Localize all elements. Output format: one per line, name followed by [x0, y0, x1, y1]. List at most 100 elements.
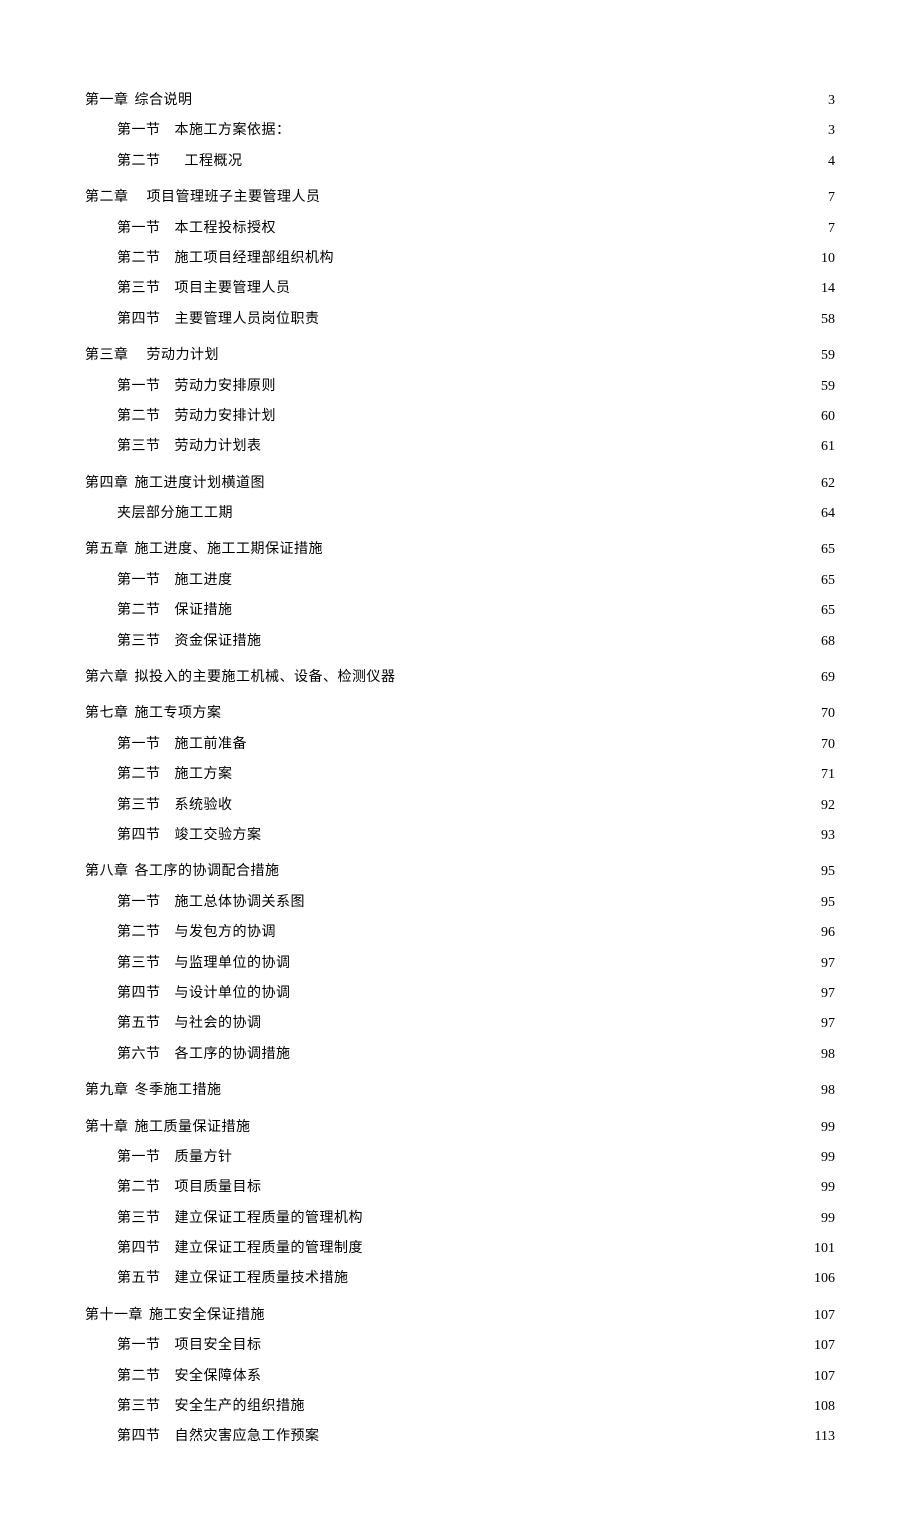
chapter-label: 第七章施工专项方案 — [85, 703, 222, 725]
toc-section-row[interactable]: 第一节本施工方案依据：3 — [85, 120, 835, 142]
toc-section-row[interactable]: 夹层部分施工工期64 — [85, 503, 835, 525]
toc-chapter-row[interactable]: 第五章施工进度、施工工期保证措施65 — [85, 539, 835, 561]
chapter-page: 95 — [821, 861, 835, 883]
toc-section-row[interactable]: 第三节劳动力计划表61 — [85, 436, 835, 458]
toc-chapter-row[interactable]: 第四章施工进度计划横道图 62 — [85, 473, 835, 495]
section-number: 第三节 — [117, 281, 161, 296]
chapter-label: 第十章施工质量保证措施 — [85, 1117, 251, 1139]
chapter-label: 第九章冬季施工措施 — [85, 1080, 222, 1102]
chapter-page: 98 — [821, 1080, 835, 1102]
toc-section-row[interactable]: 第四节与设计单位的协调97 — [85, 983, 835, 1005]
toc-section-row[interactable]: 第二节施工项目经理部组织机构10 — [85, 248, 835, 270]
section-page: 59 — [821, 376, 835, 398]
section-label: 第一节施工前准备 — [117, 734, 247, 756]
toc-section-row[interactable]: 第四节建立保证工程质量的管理制度101 — [85, 1238, 835, 1260]
section-page: 71 — [821, 764, 835, 786]
section-title: 与社会的协调 — [175, 1016, 262, 1031]
chapter-page: 3 — [828, 90, 835, 112]
toc-section-row[interactable]: 第四节自然灾害应急工作预案113 — [85, 1426, 835, 1448]
toc-section-row[interactable]: 第四节竣工交验方案93 — [85, 825, 835, 847]
toc-section-row[interactable]: 第二节施工方案 71 — [85, 764, 835, 786]
section-label: 第二节施工方案 — [117, 764, 233, 786]
section-title: 安全保障体系 — [175, 1369, 262, 1384]
chapter-title: 各工序的协调配合措施 — [135, 864, 280, 879]
toc-section-row[interactable]: 第一节项目安全目标107 — [85, 1335, 835, 1357]
section-label: 第三节与监理单位的协调 — [117, 953, 291, 975]
toc-chapter-group: 第六章拟投入的主要施工机械、设备、检测仪器69 — [85, 667, 835, 689]
section-page: 10 — [821, 248, 835, 270]
section-page: 58 — [821, 309, 835, 331]
toc-section-row[interactable]: 第二节保证措施65 — [85, 600, 835, 622]
toc-section-row[interactable]: 第三节与监理单位的协调97 — [85, 953, 835, 975]
toc-chapter-row[interactable]: 第三章劳动力计划59 — [85, 345, 835, 367]
toc-chapter-row[interactable]: 第十一章施工安全保证措施107 — [85, 1305, 835, 1327]
toc-chapter-row[interactable]: 第一章综合说明3 — [85, 90, 835, 112]
toc-chapter-row[interactable]: 第六章拟投入的主要施工机械、设备、检测仪器69 — [85, 667, 835, 689]
chapter-label: 第十一章施工安全保证措施 — [85, 1305, 265, 1327]
toc-section-row[interactable]: 第一节施工前准备 70 — [85, 734, 835, 756]
chapter-title: 劳动力计划 — [147, 348, 220, 363]
section-number: 第一节 — [117, 379, 161, 394]
toc-section-row[interactable]: 第三节安全生产的组织措施 108 — [85, 1396, 835, 1418]
section-title: 施工前准备 — [175, 737, 248, 752]
section-title: 项目主要管理人员 — [175, 281, 291, 296]
section-label: 第四节主要管理人员岗位职责 — [117, 309, 320, 331]
section-number: 第二节 — [117, 251, 161, 266]
section-label: 第一节施工进度 — [117, 570, 233, 592]
toc-section-row[interactable]: 第三节系统验收92 — [85, 795, 835, 817]
toc-section-row[interactable]: 第三节项目主要管理人员14 — [85, 278, 835, 300]
toc-chapter-row[interactable]: 第十章施工质量保证措施99 — [85, 1117, 835, 1139]
toc-chapter-row[interactable]: 第七章施工专项方案70 — [85, 703, 835, 725]
section-page: 107 — [814, 1366, 835, 1388]
section-title: 建立保证工程质量技术措施 — [175, 1271, 349, 1286]
toc-section-row[interactable]: 第三节建立保证工程质量的管理机构99 — [85, 1208, 835, 1230]
section-label: 第一节质量方针 — [117, 1147, 233, 1169]
section-label: 第四节建立保证工程质量的管理制度 — [117, 1238, 363, 1260]
toc-chapter-group: 第三章劳动力计划59 第一节劳动力安排原则59 第二节劳动力安排计划60 第三节劳动力… — [85, 345, 835, 459]
section-title: 劳动力安排计划 — [175, 409, 277, 424]
toc-section-row[interactable]: 第六节各工序的协调措施98 — [85, 1044, 835, 1066]
chapter-title: 施工进度、施工工期保证措施 — [135, 542, 324, 557]
toc-section-row[interactable]: 第一节施工总体协调关系图95 — [85, 892, 835, 914]
toc-chapter-group: 第五章施工进度、施工工期保证措施65 第一节施工进度65 第二节保证措施65 第三节资… — [85, 539, 835, 653]
toc-section-row[interactable]: 第二节工程概况4 — [85, 151, 835, 173]
chapter-title: 施工进度计划横道图 — [135, 476, 266, 491]
section-page: 106 — [814, 1268, 835, 1290]
chapter-page: 62 — [821, 473, 835, 495]
chapter-label: 第四章施工进度计划横道图 — [85, 473, 265, 495]
toc-chapter-row[interactable]: 第二章项目管理班子主要管理人员7 — [85, 187, 835, 209]
toc-section-row[interactable]: 第二节项目质量目标99 — [85, 1177, 835, 1199]
toc-section-row[interactable]: 第五节建立保证工程质量技术措施 106 — [85, 1268, 835, 1290]
toc-section-row[interactable]: 第三节资金保证措施68 — [85, 631, 835, 653]
toc-section-row[interactable]: 第一节施工进度65 — [85, 570, 835, 592]
toc-section-row[interactable]: 第二节与发包方的协调96 — [85, 922, 835, 944]
chapter-number: 第十一章 — [85, 1308, 143, 1323]
toc-section-row[interactable]: 第一节质量方针99 — [85, 1147, 835, 1169]
section-label: 第五节与社会的协调 — [117, 1013, 262, 1035]
toc-chapter-row[interactable]: 第八章各工序的协调配合措施95 — [85, 861, 835, 883]
toc-section-row[interactable]: 第四节主要管理人员岗位职责 58 — [85, 309, 835, 331]
toc-section-row[interactable]: 第二节劳动力安排计划60 — [85, 406, 835, 428]
chapter-title: 项目管理班子主要管理人员 — [147, 190, 321, 205]
section-page: 70 — [821, 734, 835, 756]
section-page: 99 — [821, 1208, 835, 1230]
section-label: 第五节建立保证工程质量技术措施 — [117, 1268, 349, 1290]
section-page: 98 — [821, 1044, 835, 1066]
section-label: 第三节安全生产的组织措施 — [117, 1396, 305, 1418]
section-number: 第三节 — [117, 634, 161, 649]
section-page: 61 — [821, 436, 835, 458]
chapter-title: 冬季施工措施 — [135, 1083, 222, 1098]
toc-section-row[interactable]: 第五节与社会的协调97 — [85, 1013, 835, 1035]
section-title: 项目质量目标 — [175, 1180, 262, 1195]
section-number: 第五节 — [117, 1271, 161, 1286]
toc-chapter-group: 第四章施工进度计划横道图 62 夹层部分施工工期64 — [85, 473, 835, 526]
chapter-number: 第六章 — [85, 670, 129, 685]
toc-section-row[interactable]: 第二节安全保障体系107 — [85, 1366, 835, 1388]
section-number: 第一节 — [117, 895, 161, 910]
toc-chapter-row[interactable]: 第九章冬季施工措施 98 — [85, 1080, 835, 1102]
section-page: 108 — [814, 1396, 835, 1418]
toc-section-row[interactable]: 第一节本工程投标授权7 — [85, 218, 835, 240]
section-number: 第四节 — [117, 1241, 161, 1256]
toc-section-row[interactable]: 第一节劳动力安排原则59 — [85, 376, 835, 398]
section-label: 夹层部分施工工期 — [117, 503, 233, 525]
